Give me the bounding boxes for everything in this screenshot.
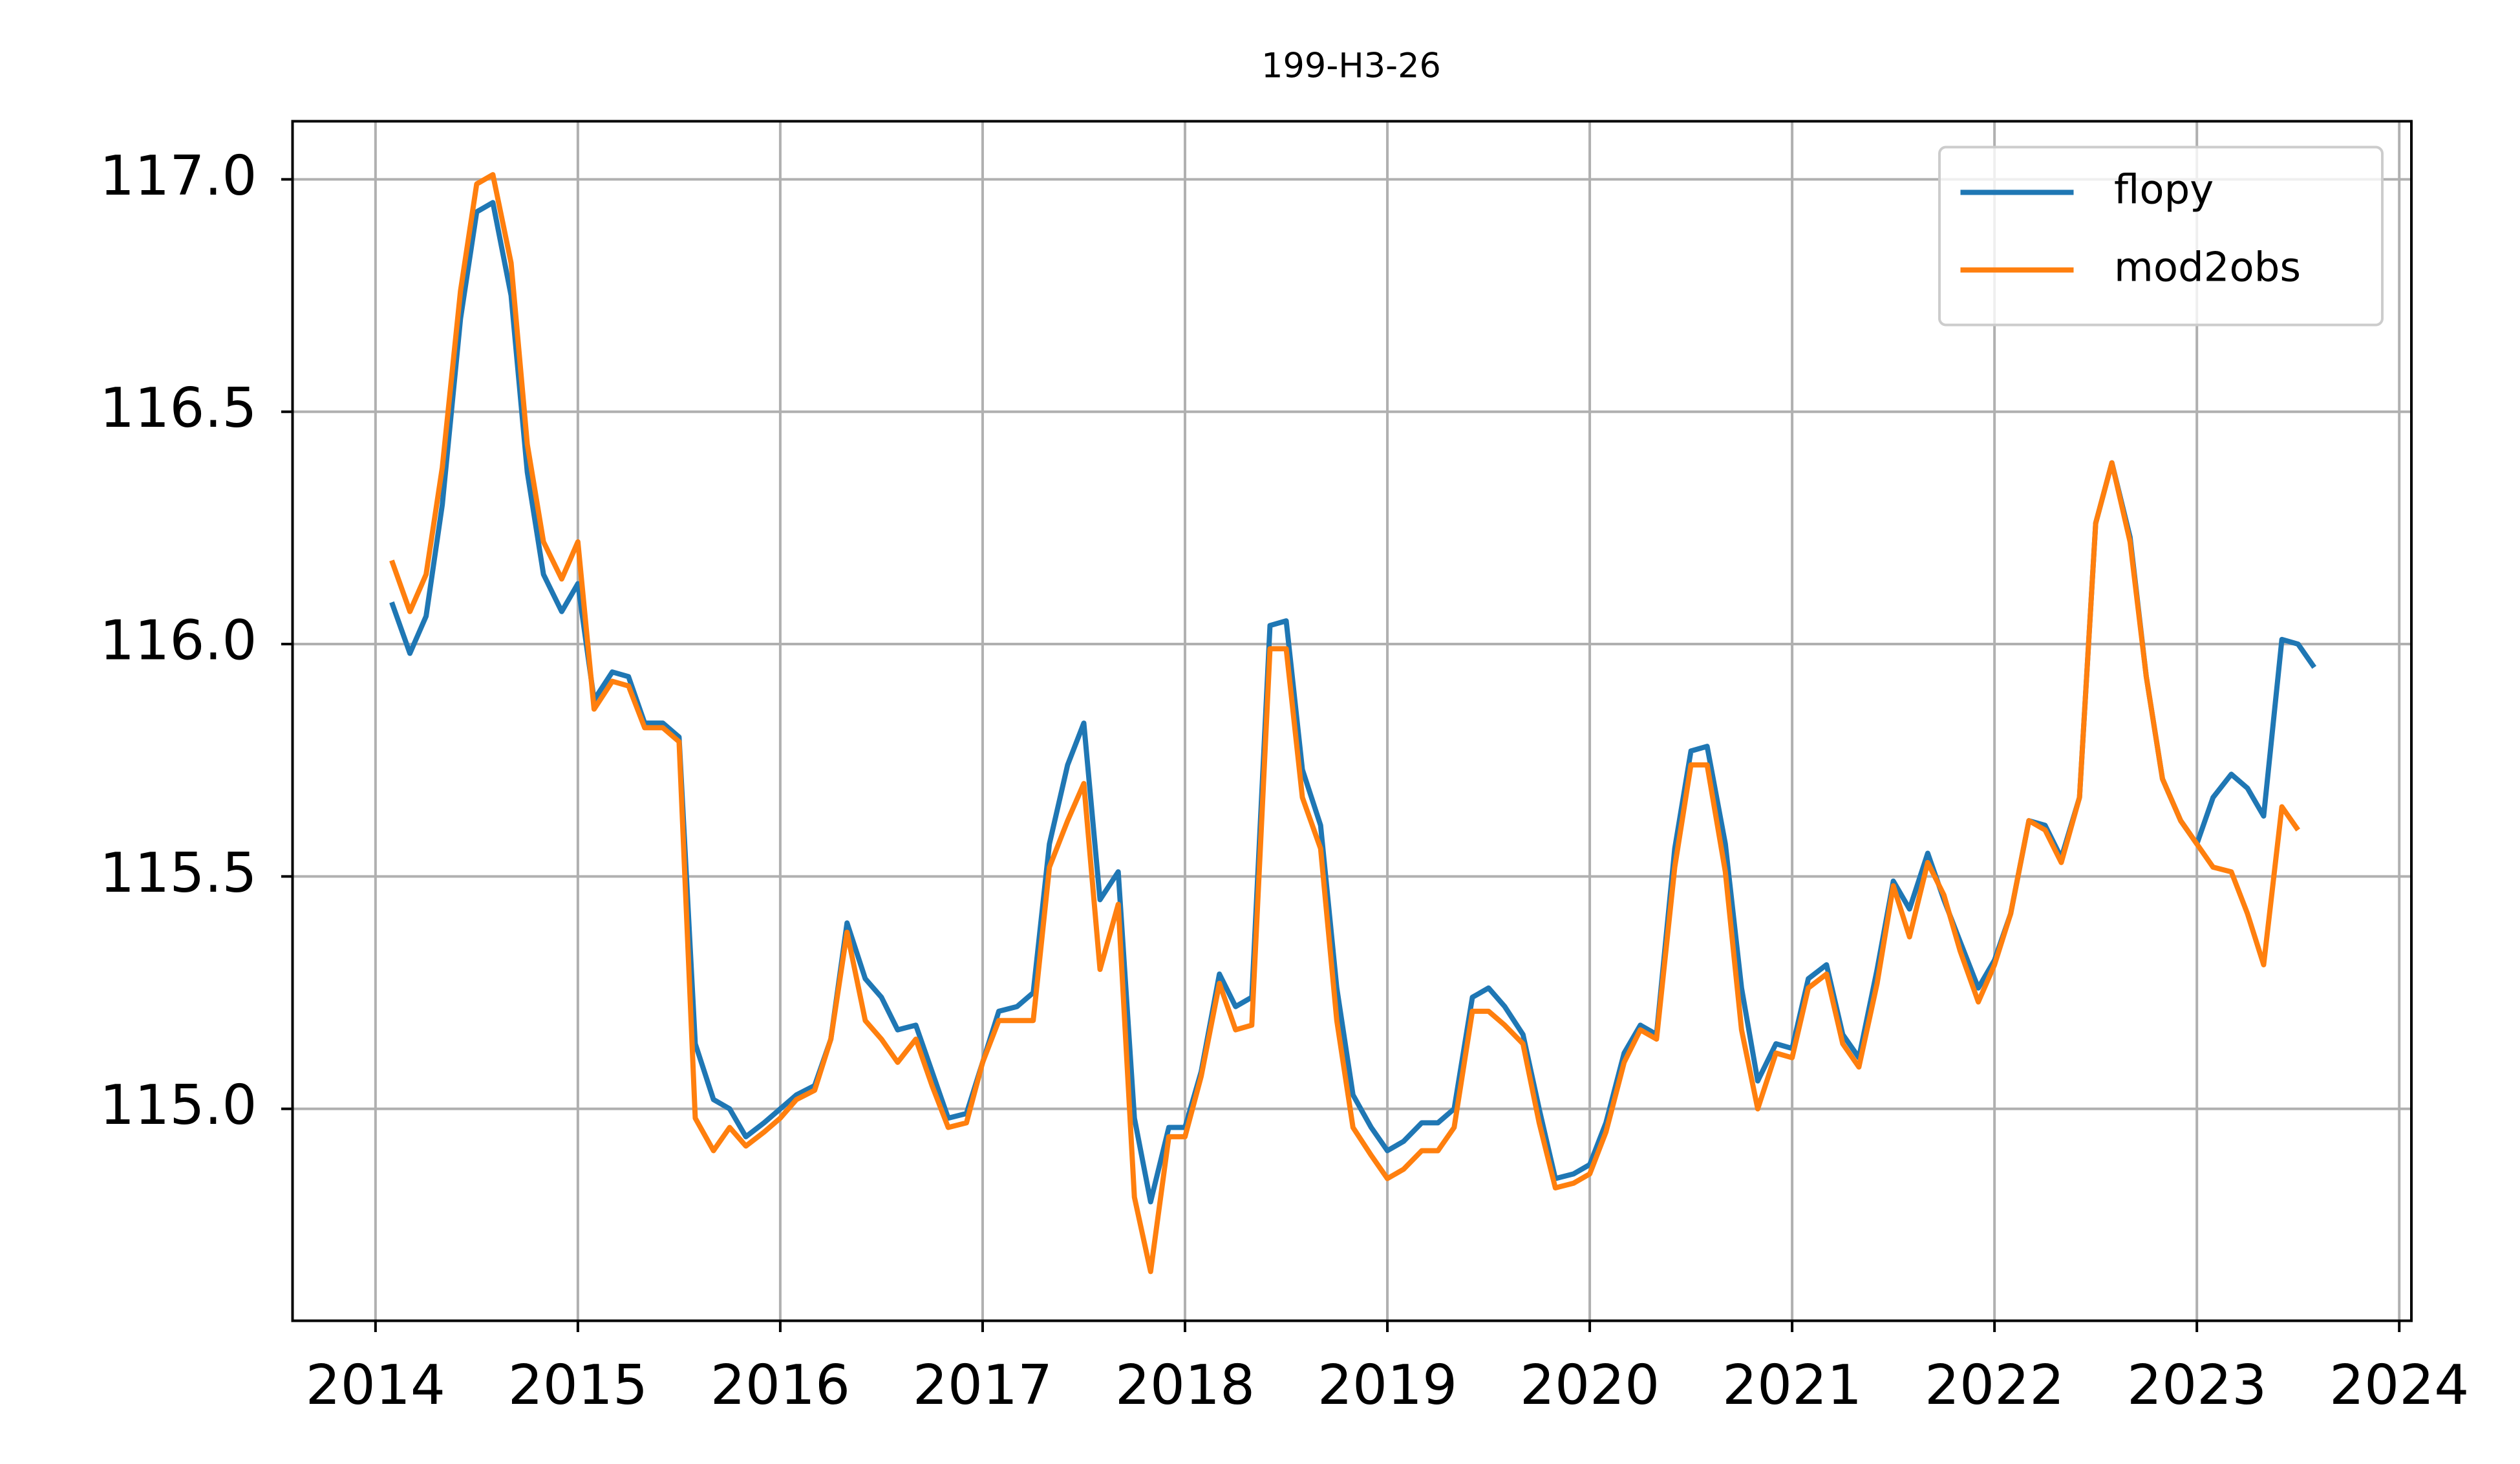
y-tick-label: 115.5 <box>100 841 257 905</box>
legend: flopy mod2obs <box>1938 145 2384 327</box>
x-tick-label: 2024 <box>2329 1353 2469 1417</box>
y-tick-label: 117.0 <box>100 144 257 208</box>
x-tick-label: 2015 <box>508 1353 648 1417</box>
x-tick-label: 2020 <box>1520 1353 1660 1417</box>
y-tick-label: 116.0 <box>100 608 257 673</box>
y-tick-label: 116.5 <box>100 376 257 440</box>
x-tick-label: 2022 <box>1925 1353 2064 1417</box>
x-tick-label: 2023 <box>2127 1353 2267 1417</box>
x-tick-label: 2016 <box>710 1353 850 1417</box>
x-tick-label: 2014 <box>306 1353 445 1417</box>
y-tick-label: 115.0 <box>100 1073 257 1137</box>
x-tick-label: 2018 <box>1115 1353 1255 1417</box>
x-tick-label: 2019 <box>1318 1353 1457 1417</box>
chart-title: 199-H3-26 <box>1261 47 1441 86</box>
series-line <box>389 172 2300 1275</box>
x-tick-label: 2021 <box>1722 1353 1862 1417</box>
legend-label: flopy <box>2114 166 2214 213</box>
legend-label: mod2obs <box>2114 244 2301 291</box>
plot-frame <box>291 120 2413 1322</box>
x-tick-label: 2017 <box>913 1353 1052 1417</box>
